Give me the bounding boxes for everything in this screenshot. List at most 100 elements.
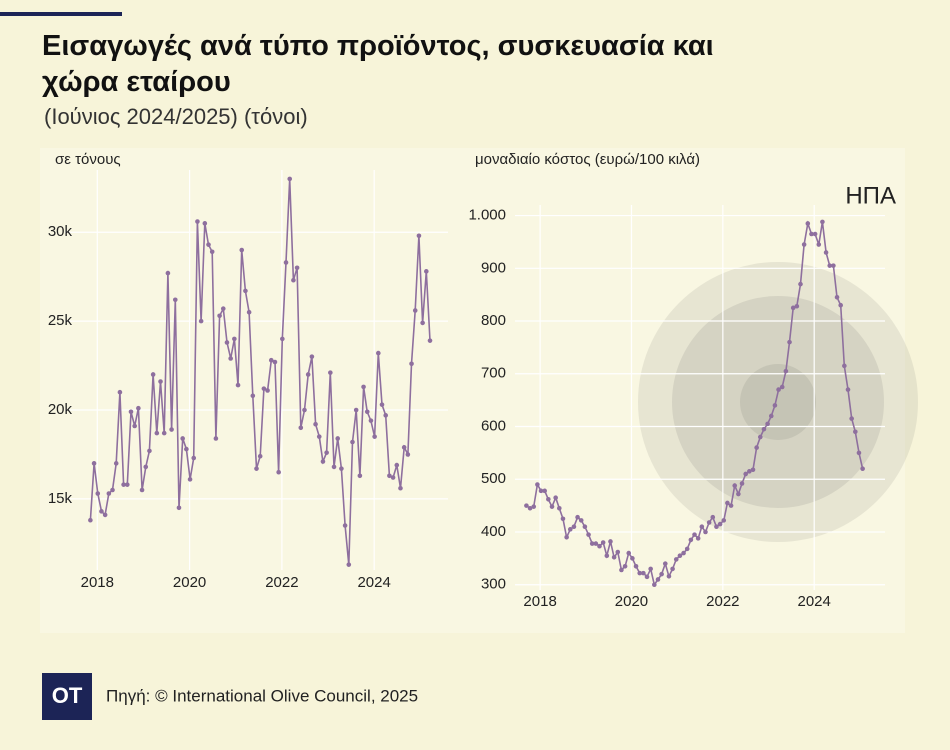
point [235, 382, 241, 388]
point [261, 386, 267, 391]
point [578, 518, 584, 523]
point [834, 294, 840, 300]
point [783, 368, 789, 374]
point [184, 446, 189, 452]
point [280, 336, 285, 342]
point [622, 563, 628, 569]
point [353, 407, 359, 413]
point [405, 452, 411, 457]
point [324, 450, 329, 455]
point [688, 537, 694, 543]
point [102, 512, 108, 518]
point [202, 221, 208, 226]
point [662, 561, 668, 566]
point [812, 231, 818, 237]
point [169, 427, 174, 432]
point [633, 563, 639, 569]
point [283, 260, 289, 265]
point [732, 483, 738, 488]
point [409, 361, 414, 367]
point [161, 430, 167, 436]
point [368, 418, 374, 423]
point [165, 270, 171, 276]
point [180, 436, 185, 441]
point [842, 363, 847, 369]
y-tick-label: 30k [48, 223, 73, 240]
y-axis-label: σε τόνους [55, 151, 121, 168]
point [379, 402, 385, 407]
point [294, 265, 300, 271]
point [228, 356, 233, 361]
point [637, 570, 643, 576]
point [339, 466, 344, 471]
point [772, 403, 778, 408]
point [805, 221, 811, 226]
point [213, 436, 219, 441]
point [305, 372, 311, 377]
point [655, 577, 661, 582]
point [589, 541, 595, 546]
point [106, 491, 112, 496]
point [361, 384, 366, 390]
point [195, 219, 200, 224]
subtitle: (Ιούνιος 2024/2025) (τόνοι) [44, 104, 308, 129]
point [394, 462, 400, 468]
y-tick-label: 1.000 [468, 207, 506, 224]
point [776, 387, 781, 392]
point [313, 421, 318, 427]
point [736, 491, 741, 497]
point [838, 302, 843, 308]
point [787, 339, 792, 345]
point [575, 514, 580, 520]
y-tick-label: 15k [48, 490, 73, 507]
point [593, 541, 599, 546]
point [187, 477, 193, 482]
point [206, 242, 211, 247]
point [564, 534, 569, 540]
point [387, 473, 392, 479]
point [692, 532, 697, 537]
point [790, 305, 796, 311]
point [268, 357, 274, 363]
x-tick-label: 2024 [357, 574, 390, 591]
point [754, 445, 759, 450]
logo: OT [52, 683, 83, 708]
point [586, 532, 591, 537]
point [648, 566, 653, 572]
halo [740, 364, 816, 440]
top-bar [0, 12, 122, 16]
annotation: ΗΠΑ [845, 182, 896, 209]
halo [672, 296, 884, 508]
point [845, 387, 851, 392]
point [91, 461, 97, 466]
point [604, 553, 610, 559]
point [798, 281, 803, 287]
point [128, 409, 134, 415]
point [546, 496, 551, 502]
point [147, 448, 152, 454]
point [553, 495, 558, 501]
point [538, 488, 544, 494]
point [302, 407, 307, 413]
point [191, 455, 197, 461]
point [779, 384, 785, 390]
point [765, 421, 770, 427]
title-line-1: Εισαγωγές ανά τύπο προϊόντος, συσκευασία… [42, 30, 714, 98]
point [739, 481, 745, 486]
point [143, 464, 149, 470]
point [652, 582, 657, 588]
point [316, 434, 322, 439]
point [154, 430, 160, 436]
point [254, 466, 259, 471]
point [139, 487, 145, 493]
point [217, 313, 222, 319]
point [706, 520, 712, 525]
x-tick-label: 2020 [615, 593, 648, 610]
point [265, 388, 270, 393]
point [761, 426, 767, 432]
point [198, 318, 204, 324]
point [132, 423, 137, 429]
point [390, 475, 396, 480]
point [383, 413, 389, 418]
